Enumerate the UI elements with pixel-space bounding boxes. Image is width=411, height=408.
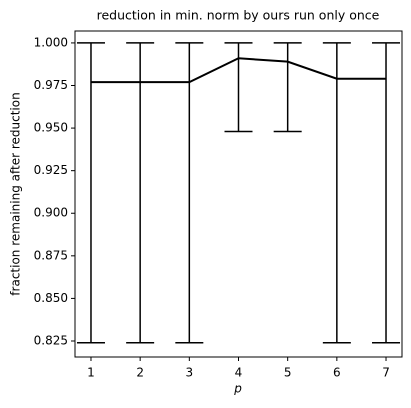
x-tick-label: 2 bbox=[136, 366, 144, 380]
data-line bbox=[90, 57, 387, 84]
y-tick-label: 0.850 bbox=[34, 291, 68, 305]
x-tick-label: 4 bbox=[235, 366, 243, 380]
x-axis-label: p bbox=[233, 382, 242, 396]
x-tick-label: 1 bbox=[87, 366, 95, 380]
x-tick-label: 3 bbox=[186, 366, 194, 380]
x-tick-label: 5 bbox=[284, 366, 292, 380]
y-tick-label: 0.975 bbox=[34, 78, 68, 92]
x-tick-label: 7 bbox=[382, 366, 390, 380]
x-tick-label: 6 bbox=[333, 366, 341, 380]
chart-title: reduction in min. norm by ours run only … bbox=[97, 8, 380, 23]
y-tick-label: 0.825 bbox=[34, 333, 68, 347]
y-tick-label: 0.875 bbox=[34, 248, 68, 262]
y-tick-label: 0.925 bbox=[34, 163, 68, 177]
y-tick-label: 1.000 bbox=[34, 35, 68, 49]
y-tick-label: 0.950 bbox=[34, 121, 68, 135]
y-axis-label: fraction remaining after reduction bbox=[9, 92, 23, 295]
y-tick-label: 0.900 bbox=[34, 206, 68, 220]
